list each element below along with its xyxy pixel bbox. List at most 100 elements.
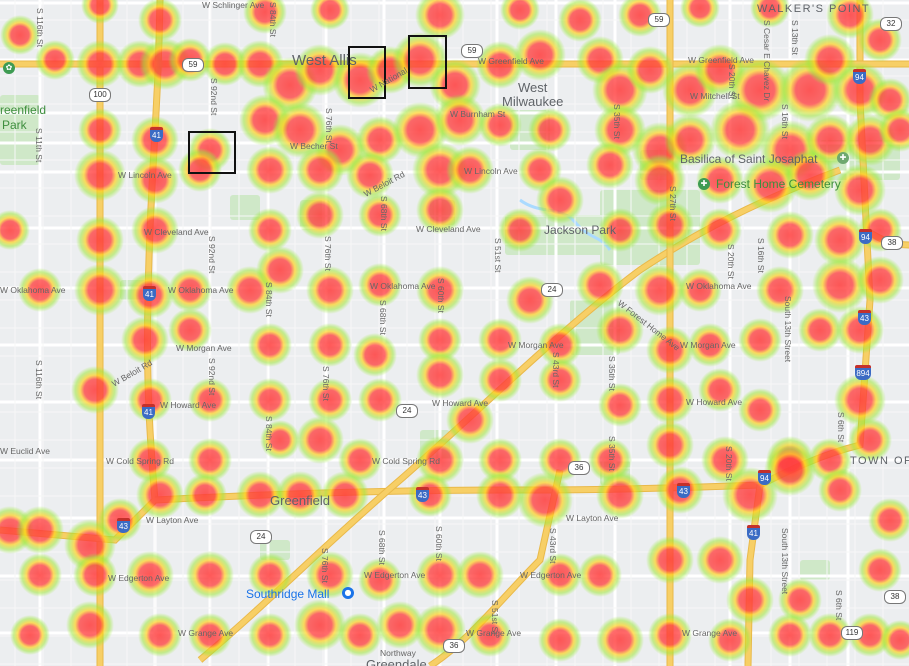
route-38-shield: 38 xyxy=(881,236,903,250)
heatmap-hotspot xyxy=(296,146,344,194)
heatmap-hotspot xyxy=(500,0,540,30)
heatmap-hotspot xyxy=(131,156,179,204)
heatmap-hotspot xyxy=(294,599,346,651)
selection-box-national-ave[interactable] xyxy=(408,35,447,89)
interstate-41-shield: 41 xyxy=(150,127,163,142)
heatmap-hotspot xyxy=(710,100,770,160)
street-label-w-burnham: W Burnham St xyxy=(450,109,506,119)
street-label-w-becher: W Becher St xyxy=(290,141,338,151)
heatmap-hotspot xyxy=(834,374,886,426)
heatmap-hotspot xyxy=(131,206,179,254)
heatmap-hotspot xyxy=(126,551,174,599)
heatmap-hotspot xyxy=(646,536,694,584)
heatmap-hotspot xyxy=(878,108,909,152)
street-label-w-edgerton-3: W Edgerton Ave xyxy=(520,570,582,580)
heatmap-hotspot xyxy=(416,551,464,599)
selection-box-becher[interactable] xyxy=(188,131,236,174)
heatmap-hotspot xyxy=(646,326,694,374)
street-label-s-16th-top: S 16th St xyxy=(780,104,790,139)
street-label-w-grange-2: W Grange Ave xyxy=(466,628,522,638)
heatmap-hotspot xyxy=(358,378,402,422)
heatmap-hotspot xyxy=(296,416,344,464)
route-59-shield: 59 xyxy=(182,58,204,72)
heatmap-hotspot xyxy=(648,613,692,657)
street-label-s-6th-b: S 6th St xyxy=(834,590,844,621)
park-area xyxy=(230,195,260,220)
heatmap-hotspot xyxy=(750,0,790,28)
heatmap-hotspot xyxy=(188,613,232,657)
heatmap-hotspot xyxy=(310,0,350,30)
place-label-walkers-point: WALKER'S POINT xyxy=(757,3,871,15)
place-label-town-of: TOWN OF xyxy=(850,455,909,467)
heatmap-hotspot xyxy=(778,578,822,622)
heatmap-hotspot xyxy=(517,472,573,528)
street-label-w-morgan-3: W Morgan Ave xyxy=(680,340,736,350)
heatmap-hotspot xyxy=(678,268,722,312)
heatmap-hotspot xyxy=(536,176,584,224)
street-label-w-greenfield-2: W Greenfield Ave xyxy=(688,55,754,65)
heatmap-hotspot xyxy=(306,551,354,599)
place-label-west: West xyxy=(518,80,548,95)
shopping-icon[interactable]: ● xyxy=(342,587,354,599)
street-label-s-chavez: S Cesar E Chavez Dr xyxy=(762,20,772,102)
street-label-s-20th-b: S 20th St xyxy=(724,446,734,481)
poi-label-jackson-park: Jackson Park xyxy=(544,223,617,237)
heatmap-hotspot xyxy=(121,316,169,364)
heatmap-hotspot xyxy=(634,154,686,206)
street-label-s-92nd-b: S 92nd St xyxy=(207,358,217,396)
heatmap-hotspot xyxy=(76,216,124,264)
street-label-s-84th: S 84th St xyxy=(264,282,274,317)
heatmap-hotspot xyxy=(81,0,119,24)
heatmap-hotspot xyxy=(664,114,716,166)
heatmap-hotspot xyxy=(418,318,462,362)
interstate-43-shield: 43 xyxy=(117,518,130,533)
heatmap-hotspot xyxy=(18,268,62,312)
heatmap-hotspot xyxy=(598,208,642,252)
heatmap-hotspot xyxy=(880,620,909,660)
heatmap-hotspot xyxy=(276,471,324,519)
street-label-s-68th: S 68th St xyxy=(379,196,389,231)
heatmap-hotspot xyxy=(478,358,522,402)
heatmap-hotspot xyxy=(416,266,464,314)
heatmap-hotspot xyxy=(742,157,798,213)
street-label-w-lincoln-2: W Lincoln Ave xyxy=(464,166,518,176)
heatmap-hotspot xyxy=(434,94,486,146)
heatmap-hotspot xyxy=(596,471,644,519)
interstate-894-shield: 894 xyxy=(855,365,871,380)
route-59-shield: 59 xyxy=(648,13,670,27)
place-label-west-allis: West Allis xyxy=(292,52,357,69)
heatmap-hotspot xyxy=(353,333,397,377)
park-icon[interactable]: ✿ xyxy=(3,62,15,74)
heatmap-hotspot xyxy=(558,0,602,42)
heatmap-hotspot xyxy=(578,553,622,597)
street-label-s-60th: S 60th St xyxy=(436,278,446,313)
heatmap-hotspot xyxy=(128,378,172,422)
heatmap-hotspot xyxy=(296,191,344,239)
cemetery-icon[interactable]: ✚ xyxy=(698,178,710,190)
heatmap-hotspot xyxy=(308,378,352,422)
heatmap-hotspot xyxy=(16,506,64,554)
street-label-s-60th-b: S 60th St xyxy=(434,526,444,561)
poi-label-southridge: Southridge Mall xyxy=(246,587,330,601)
church-icon[interactable]: ✚ xyxy=(837,152,849,164)
heatmap-hotspot xyxy=(808,613,852,657)
selection-box-west-allis[interactable] xyxy=(348,46,386,99)
heatmap-hotspot xyxy=(308,323,352,367)
street-label-s-76th-top: S 76th St xyxy=(324,108,334,143)
heatmap-hotspot xyxy=(538,618,582,662)
heatmap-hotspot xyxy=(74,264,126,316)
street-label-s-20th-top: S 20th St xyxy=(727,64,737,99)
street-label-w-howard-3: W Howard Ave xyxy=(686,397,743,407)
heatmap-hotspot xyxy=(478,438,522,482)
heatmap-hotspot xyxy=(188,378,232,422)
street-label-w-layton-1: W Layton Ave xyxy=(146,515,199,525)
street-label-s-76th-b: S 76th St xyxy=(321,366,331,401)
heatmap-hotspot xyxy=(10,615,50,655)
street-label-s-116th-top: S 116th St xyxy=(35,8,45,48)
street-label-northway: Northway xyxy=(380,648,416,658)
heatmap-hotspot xyxy=(646,376,694,424)
heatmap-hotspot xyxy=(446,396,494,444)
street-label-w-mitchell: W Mitchell St xyxy=(690,91,740,101)
heatmap-hotspot xyxy=(858,548,902,592)
